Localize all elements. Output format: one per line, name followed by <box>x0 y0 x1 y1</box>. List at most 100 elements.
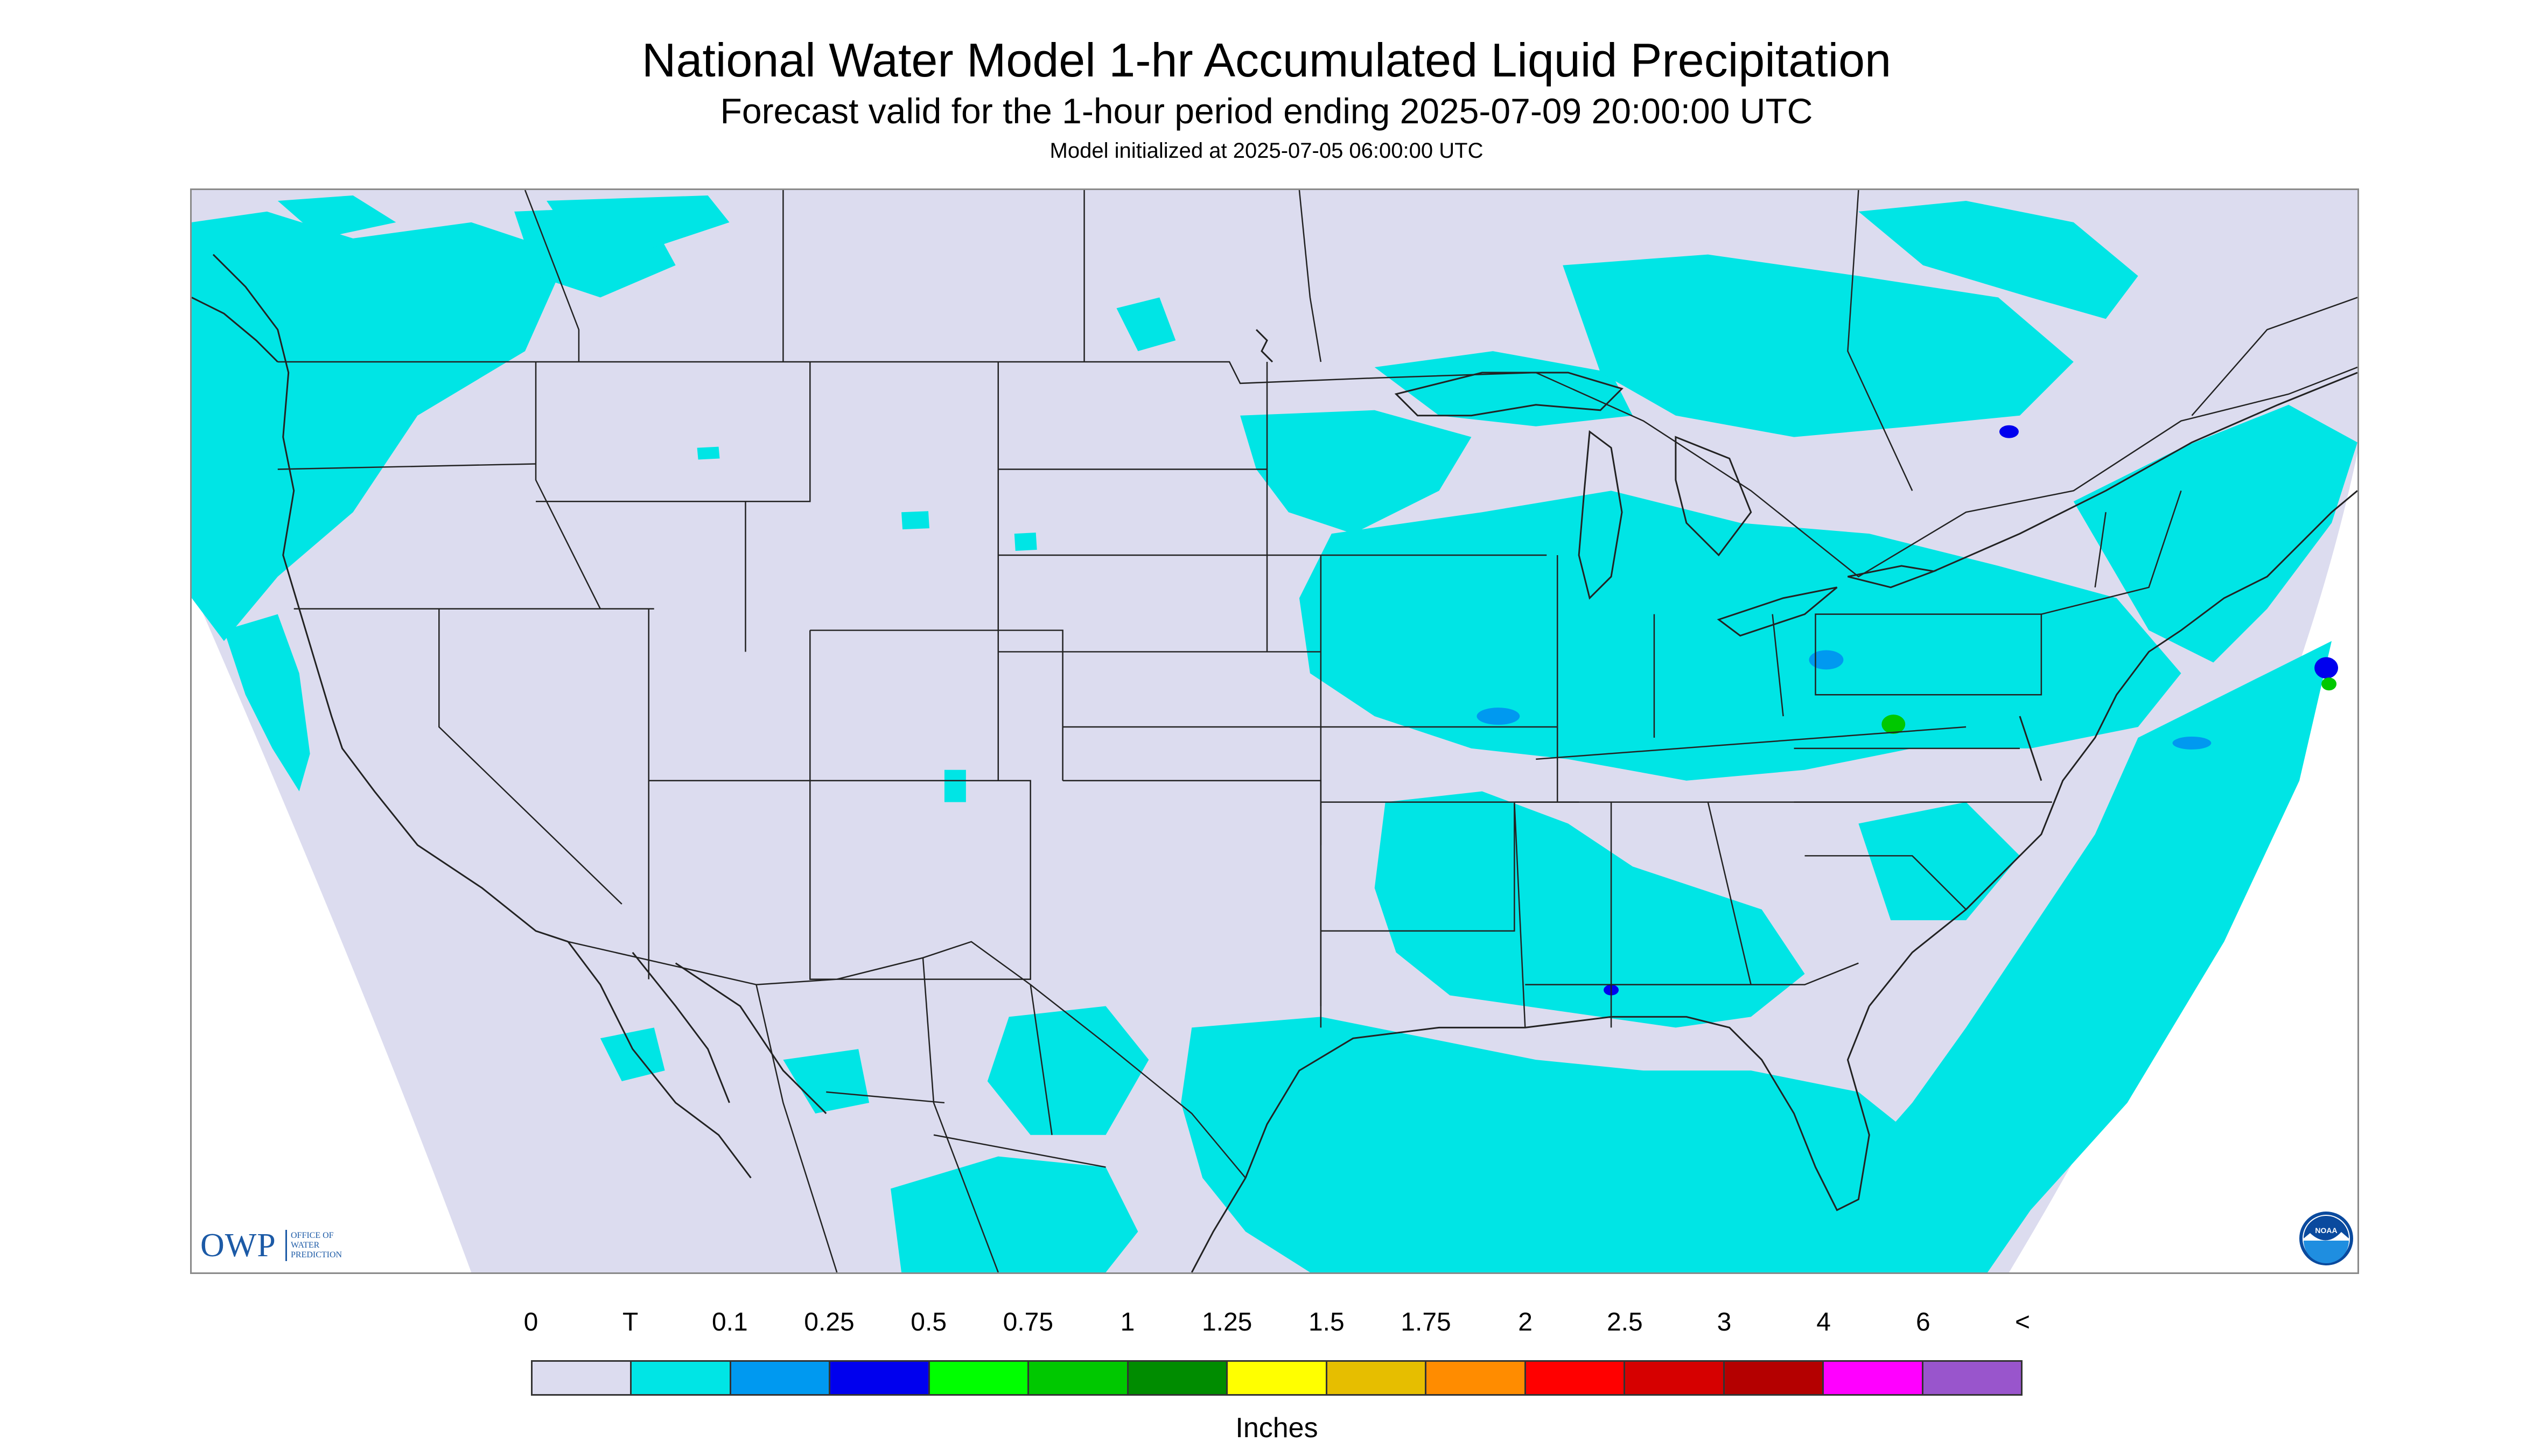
st-lawrence <box>1933 372 2357 572</box>
noaa-logo: NOAA <box>2299 1212 2353 1265</box>
state-line-il-in-oh <box>1556 555 1784 759</box>
owp-logo-line1: OFFICE OF <box>291 1231 334 1240</box>
precip-region-mexico-north <box>987 1006 1149 1135</box>
legend-swatch <box>533 1362 632 1394</box>
owp-logo-line2: WATER <box>291 1241 320 1250</box>
legend-swatch <box>1724 1362 1824 1394</box>
mexico-state-lines <box>755 957 1106 1272</box>
legend-tick-label: 0.75 <box>1003 1308 1054 1336</box>
coastline-pacific <box>212 254 569 943</box>
legend-swatch <box>1228 1362 1327 1394</box>
province-line-bc-ab <box>524 190 580 362</box>
state-line-ga-fl <box>1525 962 1859 985</box>
state-line-new-england <box>2041 490 2182 615</box>
state-line-sc-ga <box>1804 855 1967 910</box>
legend: 0 T 0.1 0.25 0.5 0.75 1 1.25 1.5 1.75 2 2.5 3 4 6 < Inc… <box>524 1307 2030 1444</box>
state-line-ms-al <box>1514 802 1752 1028</box>
heavy-precip-spot <box>2321 677 2337 691</box>
legend-tick-label: 0.25 <box>804 1308 855 1336</box>
legend-color-bar <box>531 1360 2023 1396</box>
state-line-mt-south <box>536 362 811 502</box>
chesapeake-bay <box>2019 716 2042 781</box>
precip-cell-newmexico <box>944 769 966 802</box>
legend-unit-label: Inches <box>1235 1412 1318 1444</box>
legend-tick-label: 1.5 <box>1308 1308 1345 1336</box>
heavy-precip-spots <box>1477 425 2339 996</box>
legend-swatch <box>1128 1362 1228 1394</box>
precip-region-manitoba <box>1116 297 1176 352</box>
owp-logo-text: OWP <box>200 1227 276 1264</box>
state-line-co <box>810 629 1063 781</box>
legend-swatch <box>1923 1362 2021 1394</box>
legend-swatch <box>929 1362 1030 1394</box>
precip-region-minnesota <box>1240 410 1472 534</box>
legend-tick-label: 2.5 <box>1606 1308 1643 1336</box>
province-line-mb-on <box>1298 190 1322 362</box>
precip-region-mexico-central <box>891 1156 1138 1272</box>
coastlines <box>192 254 2357 1272</box>
heavy-precip-spot <box>1809 650 1844 670</box>
coastline-atlantic <box>1869 490 2357 1007</box>
state-line-nv <box>438 608 622 905</box>
precip-region-southeast <box>1374 791 1805 1028</box>
legend-swatch <box>632 1362 731 1394</box>
legend-tick-label: 6 <box>1915 1308 1930 1336</box>
precip-region-canada-central <box>547 195 730 255</box>
precip-region-carolinas <box>1858 802 2020 920</box>
legend-swatch <box>1327 1362 1427 1394</box>
legend-tick-label: 1 <box>1120 1308 1135 1336</box>
heavy-precip-spot <box>2172 736 2212 750</box>
coastline-mexico-east <box>1191 1177 1247 1272</box>
precip-cell-montana <box>697 446 720 460</box>
map-subtitle: Forecast valid for the 1-hour period end… <box>720 91 1813 131</box>
precip-region-atlantic <box>1804 641 2332 1272</box>
state-line-dakotas <box>997 362 1268 781</box>
precip-cell-wyoming <box>901 511 929 530</box>
us-mexico-border <box>568 941 1247 1179</box>
us-canada-border <box>277 361 2357 578</box>
state-line-id-mt <box>535 362 601 610</box>
lake-ontario <box>1848 565 1937 589</box>
heavy-precip-spot <box>1477 708 1520 725</box>
coastline-gulf-of-california <box>675 962 827 1114</box>
legend-tick-label: 3 <box>1717 1308 1732 1336</box>
noaa-logo-text: NOAA <box>2315 1226 2337 1235</box>
lake-huron <box>1675 436 1752 557</box>
precip-region-gulf <box>1181 1017 1956 1272</box>
legend-swatch <box>1824 1362 1923 1394</box>
model-init-text: Model initialized at 2025-07-05 06:00:00… <box>1049 139 1484 163</box>
province-line-qc-nb <box>2191 297 2357 416</box>
legend-tick-label: 0.5 <box>911 1308 947 1336</box>
state-line-ar-la <box>1320 802 1515 1028</box>
state-line-or-wa <box>277 463 536 470</box>
owp-logo-line3: PREDICTION <box>291 1250 342 1259</box>
legend-swatch <box>1625 1362 1725 1394</box>
legend-swatch <box>1029 1362 1129 1394</box>
legend-tick-label: 2 <box>1518 1308 1533 1336</box>
legend-tick-label: T <box>622 1308 639 1336</box>
province-line-on-qc <box>1847 190 1913 491</box>
heavy-precip-spot <box>1999 425 2019 438</box>
precip-region-canada-west <box>277 195 396 239</box>
lake-erie <box>1717 586 1838 637</box>
lake-superior <box>1394 372 1624 417</box>
legend-tick-label: 0.1 <box>711 1308 748 1336</box>
map-title: National Water Model 1-hr Accumulated Li… <box>641 33 1892 87</box>
owp-logo: OWP OFFICE OF WATER PREDICTION <box>200 1227 383 1264</box>
owp-logo-subtitle: OFFICE OF WATER PREDICTION <box>291 1231 382 1260</box>
legend-tick-label: 1.75 <box>1401 1308 1451 1336</box>
heavy-precip-spot <box>1881 715 1906 734</box>
legend-tick-label: < <box>2014 1308 2031 1336</box>
legend-swatch <box>1426 1362 1526 1394</box>
state-line-pa-ny <box>1815 613 2042 696</box>
precip-region-ontario <box>1563 254 2074 437</box>
precip-region-mexico-west <box>600 1027 665 1082</box>
noaa-logo-wave <box>2304 1241 2349 1263</box>
precip-region-quebec <box>1858 200 2138 319</box>
state-line-ut <box>648 608 811 781</box>
precipitation-map <box>190 188 2359 1274</box>
legend-tick-label: 1.25 <box>1201 1308 1252 1336</box>
noaa-logo-bird <box>2304 1216 2349 1241</box>
heavy-precip-spot <box>2314 657 2339 679</box>
legend-swatch <box>1526 1362 1626 1394</box>
